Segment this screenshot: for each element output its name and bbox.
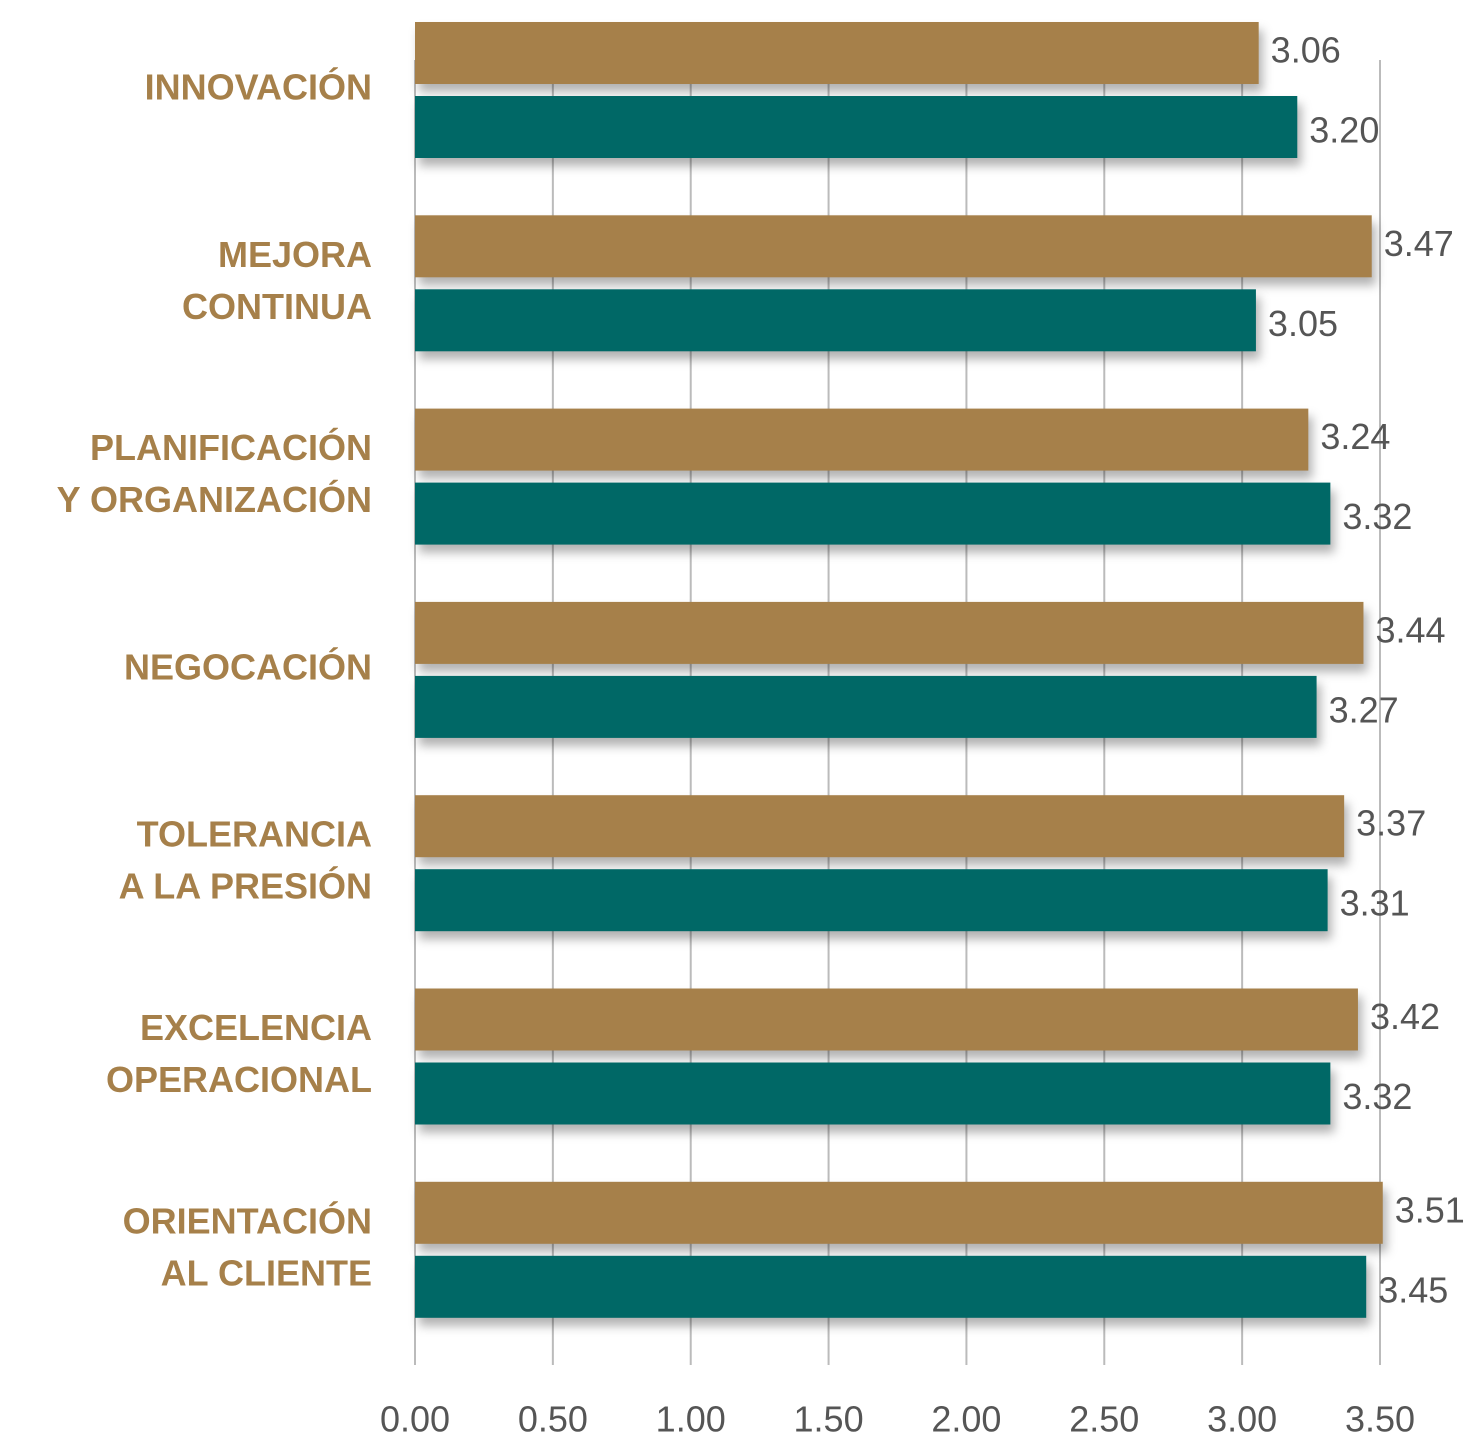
x-tick-label: 3.00 (1207, 1399, 1277, 1440)
bar (415, 601, 1364, 664)
category-label: AL CLIENTE (161, 1252, 372, 1293)
value-label: 3.05 (1268, 303, 1338, 344)
category-label: CONTINUA (182, 286, 372, 327)
value-label: 3.20 (1309, 110, 1379, 151)
value-label: 3.31 (1340, 883, 1410, 924)
value-label: 3.32 (1342, 496, 1412, 537)
value-label: 3.37 (1356, 803, 1426, 844)
x-tick-label: 0.50 (518, 1399, 588, 1440)
bar (415, 988, 1358, 1051)
value-label: 3.47 (1384, 223, 1454, 264)
value-label: 3.24 (1320, 416, 1390, 457)
category-label: INNOVACIÓN (145, 66, 372, 108)
value-label: 3.42 (1370, 996, 1440, 1037)
bar (415, 795, 1345, 858)
category-label: MEJORA (218, 234, 372, 275)
x-tick-label: 3.50 (1345, 1399, 1415, 1440)
value-label: 3.27 (1329, 689, 1399, 730)
x-tick-label: 2.50 (1069, 1399, 1139, 1440)
category-label: A LA PRESIÓN (119, 865, 372, 907)
category-label: EXCELENCIA (140, 1007, 372, 1048)
x-tick-label: 1.50 (794, 1399, 864, 1440)
bar (415, 96, 1298, 158)
category-label: TOLERANCIA (137, 814, 372, 855)
value-label: 3.44 (1375, 609, 1445, 650)
bar (415, 869, 1328, 932)
x-tick-label: 0.00 (380, 1399, 450, 1440)
category-label: Y ORGANIZACIÓN (57, 478, 372, 520)
value-label: 3.06 (1271, 30, 1341, 71)
bar (415, 482, 1331, 545)
category-label: ORIENTACIÓN (123, 1199, 372, 1241)
bar (415, 22, 1259, 84)
x-tick-label: 2.00 (931, 1399, 1001, 1440)
value-label: 3.32 (1342, 1076, 1412, 1117)
category-label: OPERACIONAL (106, 1059, 372, 1100)
bar (415, 675, 1317, 738)
bar (415, 1255, 1367, 1318)
value-label: 3.45 (1378, 1269, 1448, 1310)
bar (415, 408, 1309, 471)
x-tick-label: 1.00 (656, 1399, 726, 1440)
category-label: PLANIFICACIÓN (90, 426, 372, 468)
bar (415, 215, 1372, 278)
bar (415, 1062, 1331, 1125)
bar (415, 289, 1256, 352)
category-label: NEGOCACIÓN (124, 645, 372, 687)
bar (415, 1181, 1383, 1244)
value-label: 3.51 (1395, 1189, 1465, 1230)
